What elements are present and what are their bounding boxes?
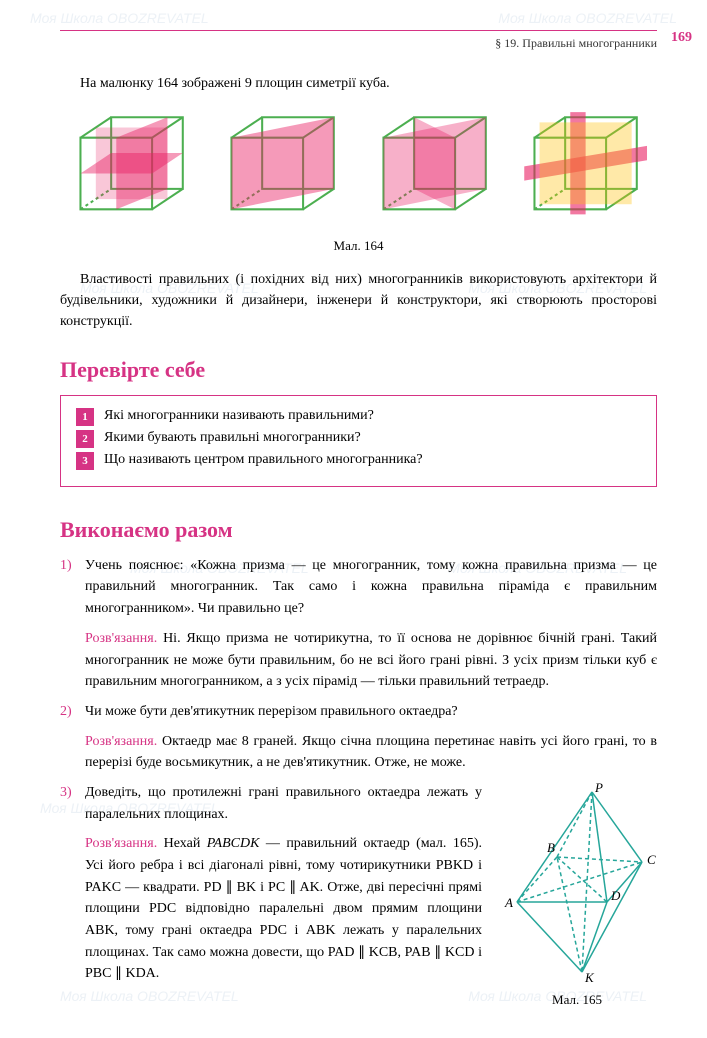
exercise-1-solution: Розв'язання. Ні. Якщо призма не чотирику… — [60, 628, 657, 693]
check-item-1: 1 Які многогранники називають правильним… — [76, 408, 641, 426]
cube-symmetry-2 — [211, 107, 354, 230]
exercise-3-solution-text: — правильний октаедр (мал. 165). Усі йог… — [85, 836, 482, 981]
exercise-2-num: 2 — [60, 701, 85, 723]
ex3-pre: Нехай — [164, 836, 207, 851]
chapter-title: § 19. Правильні многогранники — [60, 36, 657, 51]
intro-text: На малюнку 164 зображені 9 площин симетр… — [60, 76, 657, 92]
cube-symmetry-3 — [363, 107, 506, 230]
octahedron-svg: P A B C D K — [497, 782, 657, 982]
exercise-2: 2 Чи може бути дев'ятикутник перерізом п… — [60, 701, 657, 723]
page-number: 169 — [671, 30, 692, 46]
together-title: Виконаємо разом — [60, 517, 657, 543]
check-yourself-box: 1 Які многогранники називають правильним… — [60, 395, 657, 487]
exercise-3-num: 3 — [60, 782, 85, 825]
label-P: P — [594, 782, 603, 795]
label-K: K — [584, 970, 595, 982]
exercise-2-solution-text: Октаедр має 8 граней. Якщо січна площина… — [85, 734, 657, 771]
solution-label: Розв'язання. — [85, 734, 157, 749]
exercise-2-text: Чи може бути дев'ятикутник перерізом пра… — [85, 701, 657, 723]
check-item-3: 3 Що називають центром правильного много… — [76, 452, 641, 470]
label-B: B — [547, 840, 555, 855]
figure-165-caption: Мал. 165 — [497, 992, 657, 1008]
exercise-3-solution: Розв'язання. Нехай PABCDK — правильний о… — [60, 833, 482, 985]
check-num-1: 1 — [76, 408, 94, 426]
exercise-1: 1 Учень пояснює: «Кожна призма — це мног… — [60, 555, 657, 620]
label-C: C — [647, 852, 656, 867]
figure-165: P A B C D K Мал. 165 — [497, 782, 657, 1008]
description-text: Властивості правильних (і похідних від н… — [60, 269, 657, 332]
exercise-3: 3 Доведіть, що протилежні грані правильн… — [60, 782, 482, 825]
solution-label: Розв'язання. — [85, 631, 157, 646]
exercise-3-layout: 3 Доведіть, що протилежні грані правильн… — [60, 782, 657, 1008]
page-content: 169 § 19. Правильні многогранники На мал… — [0, 0, 707, 1038]
exercise-1-text: Учень пояснює: «Кожна призма — це многог… — [85, 555, 657, 620]
label-A: A — [504, 895, 513, 910]
check-item-2: 2 Якими бувають правильні многогранники? — [76, 430, 641, 448]
solution-label: Розв'язання. — [85, 836, 157, 851]
check-text-1: Які многогранники називають правильними? — [104, 408, 374, 424]
exercise-1-num: 1 — [60, 555, 85, 620]
cube-figures — [60, 107, 657, 230]
cube-symmetry-4 — [514, 107, 657, 230]
check-yourself-title: Перевірте себе — [60, 357, 657, 383]
exercise-3-text: Доведіть, що протилежні грані правильног… — [85, 782, 482, 825]
exercise-2-solution: Розв'язання. Октаедр має 8 граней. Якщо … — [60, 731, 657, 774]
exercise-1-solution-text: Ні. Якщо призма не чотирикутна, то її ос… — [85, 631, 657, 689]
check-num-3: 3 — [76, 452, 94, 470]
check-num-2: 2 — [76, 430, 94, 448]
cube-symmetry-1 — [60, 107, 203, 230]
label-D: D — [610, 888, 621, 903]
check-text-3: Що називають центром правильного многогр… — [104, 452, 423, 468]
figure-164-caption: Мал. 164 — [60, 238, 657, 254]
ex3-label: PABCDK — [207, 836, 260, 851]
check-text-2: Якими бувають правильні многогранники? — [104, 430, 361, 446]
header-rule — [60, 30, 657, 31]
